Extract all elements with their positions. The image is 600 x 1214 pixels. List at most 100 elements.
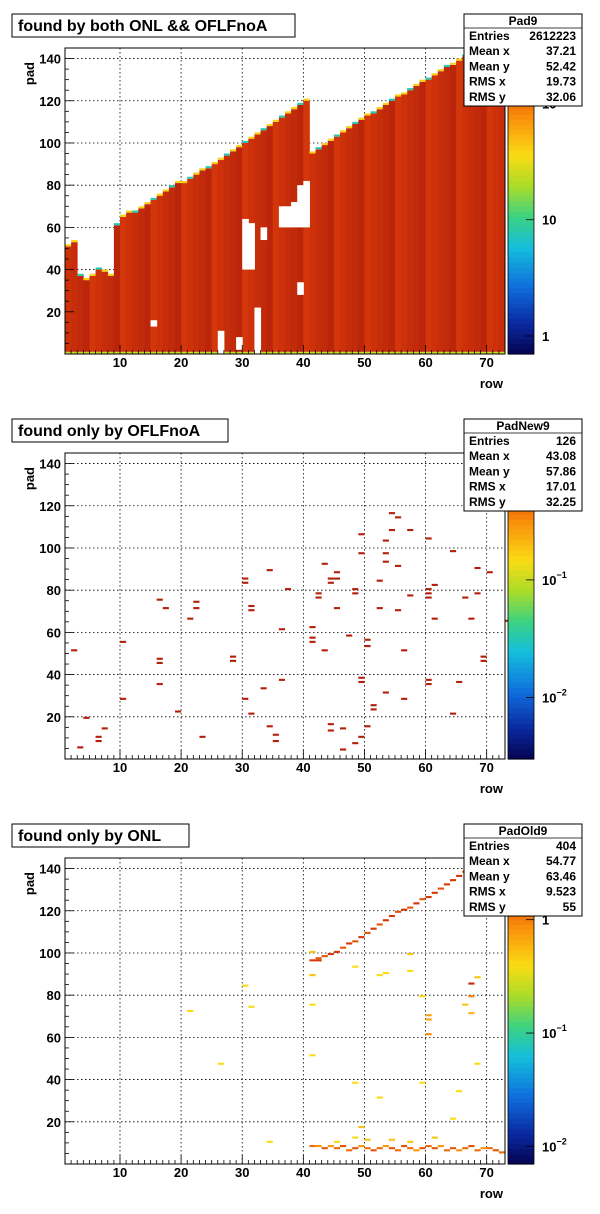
heatmap-cell bbox=[333, 136, 341, 352]
heatmap-cell bbox=[498, 1151, 505, 1154]
heatmap-cell bbox=[370, 113, 378, 352]
palette-segment bbox=[508, 743, 534, 750]
heatmap-cell bbox=[456, 58, 463, 61]
heatmap-cell bbox=[309, 636, 316, 639]
plot-area bbox=[65, 858, 505, 1164]
heatmap-cell bbox=[425, 683, 432, 686]
heatmap-cell bbox=[187, 178, 194, 352]
heatmap-cell bbox=[346, 351, 353, 354]
palette-segment bbox=[508, 303, 534, 309]
heatmap-cell bbox=[340, 748, 347, 751]
palette-segment bbox=[508, 1092, 534, 1099]
heatmap-cell bbox=[413, 351, 420, 354]
heatmap-gap bbox=[254, 307, 262, 354]
heatmap-cell bbox=[370, 351, 378, 354]
palette-segment bbox=[508, 1128, 534, 1134]
palette-tick-mantissa: 1 bbox=[542, 329, 549, 344]
heatmap-cell bbox=[138, 206, 145, 209]
palette-segment bbox=[508, 954, 534, 961]
palette-segment bbox=[508, 1011, 534, 1017]
heatmap-cell bbox=[358, 1126, 365, 1129]
heatmap-cell bbox=[401, 697, 408, 700]
heatmap-cell bbox=[382, 552, 389, 555]
heatmap-cell bbox=[468, 1012, 475, 1015]
y-tick-label: 140 bbox=[39, 52, 61, 67]
heatmap-cell bbox=[364, 725, 371, 728]
x-tick-label: 60 bbox=[418, 355, 432, 370]
heatmap-cell bbox=[425, 596, 432, 599]
heatmap-gap bbox=[217, 330, 225, 354]
heatmap-cell bbox=[395, 609, 402, 612]
heatmap-cell bbox=[474, 1062, 481, 1065]
stats-value: 54.77 bbox=[546, 854, 576, 868]
palette-segment bbox=[508, 231, 534, 238]
x-tick-label: 50 bbox=[357, 760, 371, 775]
heatmap-cell bbox=[395, 1149, 402, 1152]
heatmap-cell bbox=[364, 638, 371, 641]
heatmap-cell bbox=[407, 969, 414, 972]
y-tick-label: 60 bbox=[47, 220, 61, 235]
x-tick-label: 40 bbox=[296, 760, 310, 775]
palette-segment bbox=[508, 333, 534, 340]
heatmap-cell bbox=[236, 145, 243, 148]
heatmap-cells bbox=[187, 858, 505, 1154]
heatmap-cell bbox=[450, 1117, 457, 1120]
heatmap-cell bbox=[352, 1081, 359, 1084]
y-tick-label: 120 bbox=[39, 499, 61, 514]
palette-segment bbox=[508, 924, 534, 930]
palette-segment bbox=[508, 611, 534, 617]
palette-segment bbox=[508, 1148, 534, 1155]
heatmap-cell bbox=[358, 533, 365, 536]
heatmap-cell bbox=[291, 107, 298, 110]
heatmap-cell bbox=[376, 923, 383, 926]
palette-segment bbox=[508, 641, 534, 648]
heatmap-cell bbox=[327, 577, 334, 580]
x-tick-label: 60 bbox=[418, 760, 432, 775]
heatmap-cell bbox=[89, 275, 96, 352]
palette-segment bbox=[508, 985, 534, 992]
heatmap-cell bbox=[260, 128, 268, 131]
heatmap-gap bbox=[285, 206, 292, 228]
palette-segment bbox=[508, 170, 534, 177]
palette-segment bbox=[508, 297, 534, 304]
palette-segment bbox=[508, 580, 534, 587]
palette-segment bbox=[508, 606, 534, 612]
heatmap-cell bbox=[443, 64, 451, 67]
heatmap-cell bbox=[480, 655, 487, 658]
palette-segment bbox=[508, 1041, 534, 1048]
palette-segment bbox=[508, 348, 534, 355]
stats-value: 9.523 bbox=[546, 885, 576, 899]
stats-frame bbox=[463, 13, 583, 107]
heatmap-cell bbox=[370, 927, 377, 930]
stats-value: 32.06 bbox=[546, 90, 576, 104]
x-tick-label: 20 bbox=[174, 760, 188, 775]
y-axis-label: pad bbox=[22, 872, 37, 895]
heatmap-cell bbox=[242, 577, 249, 580]
heatmap-gap bbox=[260, 227, 268, 241]
heatmap-cell bbox=[388, 351, 396, 354]
heatmap-cell bbox=[278, 678, 285, 681]
heatmap-cell bbox=[407, 90, 414, 352]
heatmap-cell bbox=[315, 351, 323, 354]
x-axis-label: row bbox=[480, 781, 504, 796]
heatmap-cell bbox=[120, 640, 127, 643]
heatmap-cell bbox=[242, 984, 249, 987]
palette-segment bbox=[508, 524, 534, 531]
heatmap-cell bbox=[358, 735, 365, 738]
heatmap-cell bbox=[285, 351, 292, 354]
heatmap-cell bbox=[425, 1014, 432, 1017]
stats-name: Pad9 bbox=[509, 14, 538, 28]
heatmap-cell bbox=[89, 351, 96, 354]
heatmap-cell bbox=[199, 351, 206, 354]
heatmap-cell bbox=[376, 1096, 383, 1099]
heatmap-cell bbox=[126, 210, 133, 213]
heatmap-cell bbox=[352, 588, 359, 591]
palette-segment bbox=[508, 995, 534, 1002]
heatmap-cell bbox=[333, 1140, 340, 1143]
palette-tick-mantissa: 10 bbox=[542, 213, 556, 228]
heatmap-cell bbox=[352, 965, 359, 968]
palette-tick-label: 10 bbox=[542, 213, 556, 228]
heatmap-cell bbox=[65, 246, 72, 352]
heatmap-cell bbox=[77, 273, 84, 276]
